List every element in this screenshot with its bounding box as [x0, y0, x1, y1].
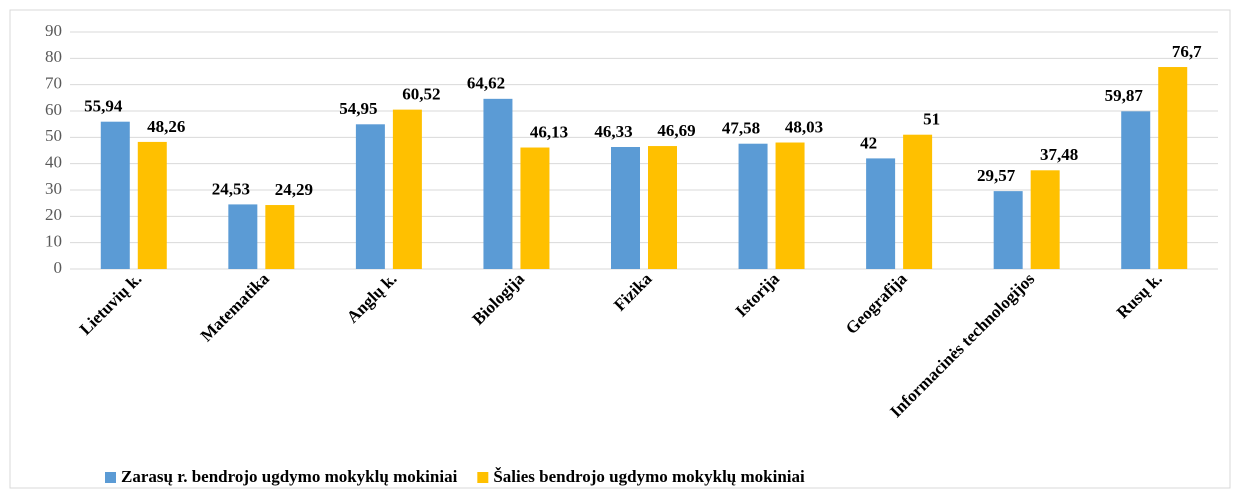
x-tick-label: Matematika	[197, 269, 274, 346]
value-label: 24,53	[212, 179, 250, 198]
bar	[1158, 67, 1188, 269]
value-label: 46,33	[594, 122, 632, 141]
bar	[483, 98, 513, 269]
y-tick-label: 90	[45, 21, 62, 40]
bar	[520, 147, 550, 269]
legend-label: Šalies bendrojo ugdymo mokyklų mokiniai	[493, 467, 805, 486]
x-tick-label: Istorija	[732, 269, 784, 321]
bar	[100, 121, 130, 269]
y-tick-label: 10	[45, 232, 62, 251]
bar	[903, 134, 933, 269]
bar	[738, 143, 768, 269]
value-label: 54,95	[339, 99, 377, 118]
bar	[648, 146, 677, 269]
legend-swatch	[105, 472, 116, 483]
bar	[228, 204, 258, 269]
value-label: 46,69	[657, 121, 695, 140]
x-tick-label: Anglų k.	[343, 269, 401, 327]
value-label: 64,62	[467, 74, 505, 93]
value-label: 48,26	[147, 117, 185, 136]
x-tick-label: Informacinės technologijos	[886, 269, 1038, 421]
x-tick-label: Fizika	[610, 269, 656, 315]
value-label: 29,57	[977, 166, 1016, 185]
bar	[355, 124, 385, 269]
bar	[866, 158, 896, 269]
value-label: 24,29	[275, 180, 313, 199]
value-label: 59,87	[1105, 86, 1144, 105]
bar	[1121, 111, 1151, 269]
bar	[1030, 170, 1060, 269]
y-tick-label: 80	[45, 47, 62, 66]
y-tick-label: 50	[45, 126, 62, 145]
x-tick-label: Rusų k.	[1113, 269, 1166, 322]
bar	[611, 146, 640, 269]
bar	[265, 205, 295, 269]
value-label: 51	[923, 110, 940, 129]
value-label: 46,13	[530, 122, 568, 141]
y-tick-label: 0	[54, 258, 63, 277]
bar	[137, 141, 167, 269]
value-label: 55,94	[84, 97, 123, 116]
x-tick-label: Lietuvių k.	[76, 269, 146, 339]
y-tick-label: 60	[45, 100, 62, 119]
y-tick-label: 20	[45, 205, 62, 224]
value-label: 37,48	[1040, 145, 1078, 164]
value-label: 42	[860, 133, 877, 152]
value-label: 76,7	[1172, 42, 1202, 61]
legend-label: Zarasų r. bendrojo ugdymo mokyklų mokini…	[121, 467, 458, 486]
y-tick-label: 30	[45, 179, 62, 198]
x-tick-label: Biologija	[469, 269, 529, 329]
value-label: 60,52	[402, 85, 440, 104]
y-tick-label: 40	[45, 153, 62, 172]
value-label: 48,03	[785, 117, 823, 136]
bar	[775, 142, 805, 269]
x-tick-label: Geografija	[842, 269, 911, 338]
y-tick-label: 70	[45, 74, 62, 93]
chart-border	[9, 9, 1231, 489]
bar	[993, 191, 1023, 269]
bar	[392, 109, 422, 269]
value-label: 47,58	[722, 119, 760, 138]
legend-swatch	[477, 472, 489, 483]
